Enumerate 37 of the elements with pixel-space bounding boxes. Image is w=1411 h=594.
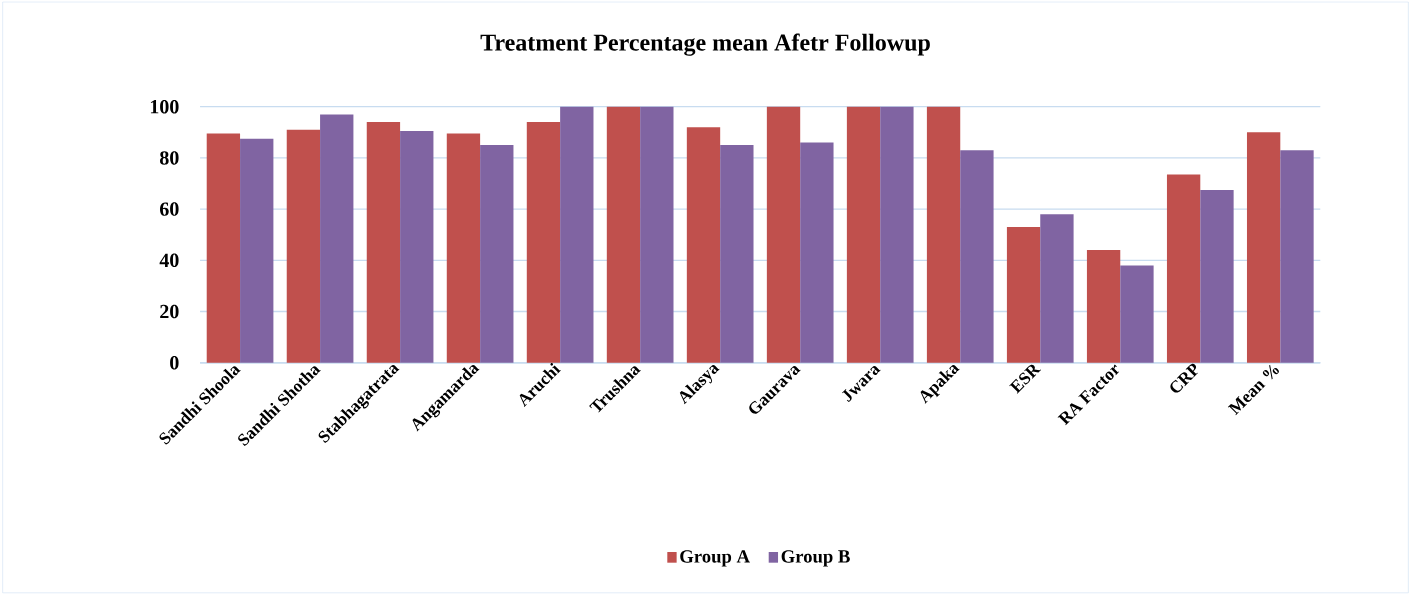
bar xyxy=(480,145,514,363)
bar xyxy=(240,138,274,363)
y-tick-label: 60 xyxy=(160,202,179,216)
bar xyxy=(1200,189,1234,363)
legend-label: Group A xyxy=(680,550,750,567)
bar xyxy=(686,127,721,363)
bar xyxy=(446,133,481,363)
bar xyxy=(526,121,561,363)
y-tick-label: 20 xyxy=(160,304,179,319)
bar xyxy=(640,106,674,363)
bar xyxy=(1006,226,1041,363)
bar xyxy=(1246,132,1281,363)
bar xyxy=(400,130,434,363)
bar xyxy=(926,106,961,363)
bar xyxy=(960,150,994,363)
bar xyxy=(606,106,641,363)
bar xyxy=(1040,214,1074,363)
bar xyxy=(286,129,321,363)
bar xyxy=(366,121,401,363)
legend-label: Group B xyxy=(781,550,850,567)
bar xyxy=(880,106,914,363)
y-tick-label: 80 xyxy=(160,151,179,165)
chart-title: Treatment Percentage mean Afetr Followup xyxy=(480,33,930,56)
bar xyxy=(206,133,241,363)
bar xyxy=(720,145,754,363)
bar xyxy=(800,142,834,363)
bar xyxy=(846,106,881,363)
bar xyxy=(1120,265,1154,363)
bar xyxy=(1280,150,1314,363)
y-tick-label: 40 xyxy=(159,253,179,268)
bar xyxy=(560,106,594,363)
y-tick-label: 0 xyxy=(170,355,179,370)
bar xyxy=(766,106,801,363)
bar xyxy=(320,114,354,363)
bar xyxy=(1086,250,1121,363)
bar xyxy=(1166,174,1201,363)
y-tick-label: 100 xyxy=(150,99,179,114)
